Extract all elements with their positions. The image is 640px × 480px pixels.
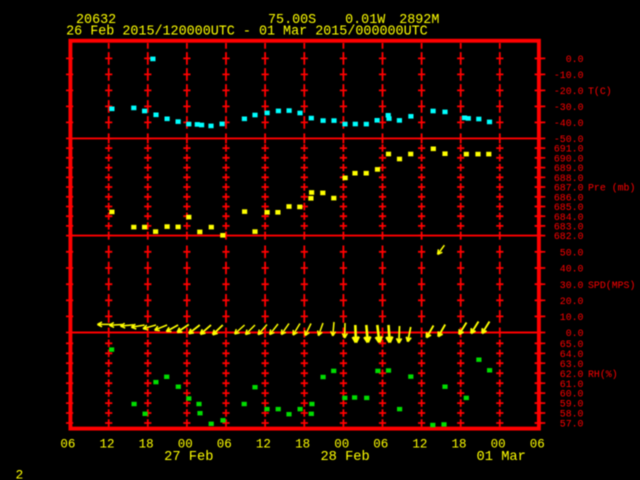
svg-text:0.01W: 0.01W — [345, 13, 386, 28]
svg-text:06: 06 — [60, 437, 75, 451]
svg-text:62.0: 62.0 — [560, 369, 584, 380]
svg-text:-40.0: -40.0 — [554, 118, 584, 129]
svg-text:20.0: 20.0 — [560, 296, 584, 307]
svg-text:58.0: 58.0 — [560, 409, 584, 420]
svg-text:00: 00 — [178, 437, 193, 451]
svg-text:20632: 20632 — [76, 13, 116, 28]
svg-text:-50.0: -50.0 — [554, 134, 584, 145]
svg-text:27 Feb: 27 Feb — [164, 450, 213, 465]
svg-text:06: 06 — [373, 437, 388, 451]
svg-text:SPD(MPS): SPD(MPS) — [588, 280, 635, 291]
svg-text:RH(%): RH(%) — [588, 369, 618, 380]
svg-text:18: 18 — [451, 437, 466, 451]
svg-text:06: 06 — [217, 437, 232, 451]
svg-text:683.0: 683.0 — [554, 222, 584, 233]
svg-text:0.0: 0.0 — [566, 54, 584, 65]
svg-text:64.0: 64.0 — [560, 349, 584, 360]
svg-text:687.0: 687.0 — [554, 183, 584, 194]
svg-text:18: 18 — [139, 437, 154, 451]
svg-text:75.00S: 75.00S — [268, 13, 316, 28]
svg-text:691.0: 691.0 — [554, 144, 584, 155]
svg-text:01 Mar: 01 Mar — [477, 450, 526, 465]
svg-text:T(C): T(C) — [588, 86, 612, 97]
svg-text:Pre (mb): Pre (mb) — [588, 183, 635, 194]
svg-text:686.0: 686.0 — [554, 192, 584, 203]
svg-text:00: 00 — [334, 437, 349, 451]
svg-text:685.0: 685.0 — [554, 202, 584, 213]
svg-text:61.0: 61.0 — [560, 379, 584, 390]
svg-text:690.0: 690.0 — [554, 153, 584, 164]
svg-text:689.0: 689.0 — [554, 163, 584, 174]
svg-text:10.0: 10.0 — [560, 312, 584, 323]
svg-text:06: 06 — [530, 437, 545, 451]
svg-text:40.0: 40.0 — [560, 264, 584, 275]
svg-text:00: 00 — [491, 437, 506, 451]
svg-text:684.0: 684.0 — [554, 212, 584, 223]
svg-text:65.0: 65.0 — [560, 339, 584, 350]
svg-text:26 Feb 2015/120000UTC - 01 Mar: 26 Feb 2015/120000UTC - 01 Mar 2015/0000… — [66, 25, 428, 40]
svg-text:59.0: 59.0 — [560, 399, 584, 410]
svg-text:-10.0: -10.0 — [554, 70, 584, 81]
svg-text:57.0: 57.0 — [560, 419, 584, 430]
svg-text:682.0: 682.0 — [554, 231, 584, 242]
svg-text:12: 12 — [99, 437, 114, 451]
svg-text:688.0: 688.0 — [554, 173, 584, 184]
svg-text:2: 2 — [16, 468, 24, 480]
svg-text:18: 18 — [295, 437, 310, 451]
svg-text:63.0: 63.0 — [560, 359, 584, 370]
svg-text:-30.0: -30.0 — [554, 102, 584, 113]
svg-text:-20.0: -20.0 — [554, 86, 584, 97]
svg-text:12: 12 — [256, 437, 271, 451]
svg-text:50.0: 50.0 — [560, 247, 584, 258]
svg-text:2892M: 2892M — [399, 13, 439, 28]
svg-text:28 Feb: 28 Feb — [320, 450, 369, 465]
svg-text:30.0: 30.0 — [560, 280, 584, 291]
svg-text:12: 12 — [412, 437, 427, 451]
svg-text:60.0: 60.0 — [560, 389, 584, 400]
svg-text:0.0: 0.0 — [566, 328, 584, 339]
